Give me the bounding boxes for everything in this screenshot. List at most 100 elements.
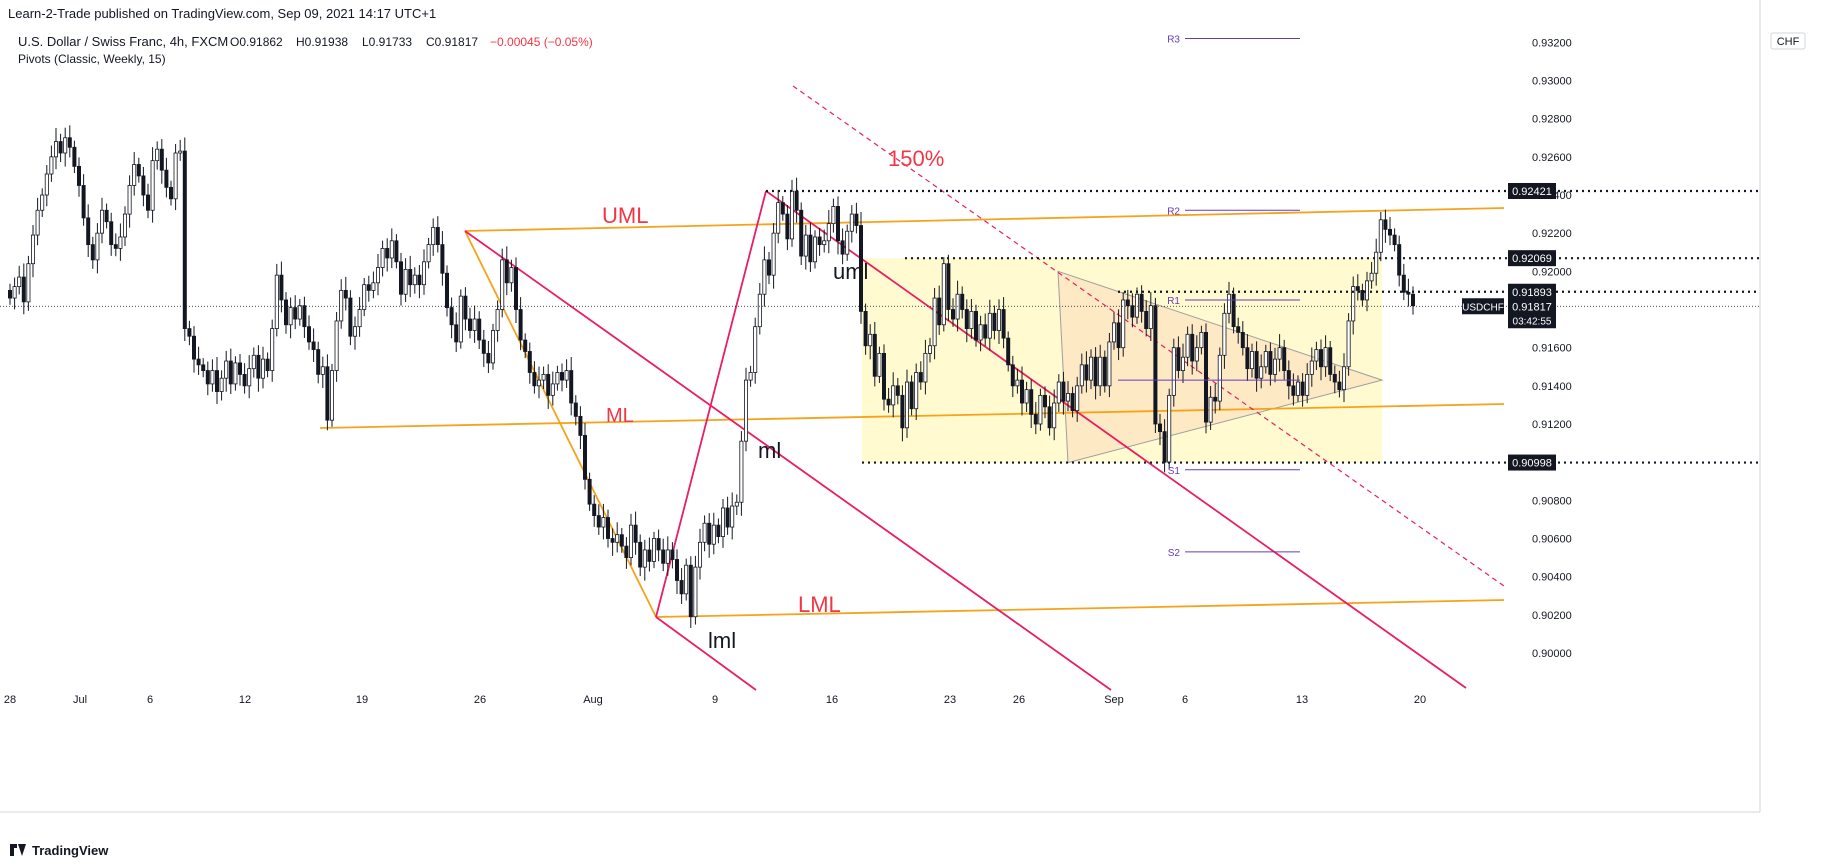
candle-up: [1305, 373, 1310, 396]
candle-down: [187, 328, 192, 337]
candle-up: [1079, 364, 1084, 387]
candle-up: [771, 232, 776, 276]
indicator-legend[interactable]: Pivots (Classic, Weekly, 15): [18, 52, 166, 66]
candle-down: [141, 175, 146, 196]
candle-down: [283, 299, 288, 326]
candle-up: [412, 274, 417, 286]
candle-down: [1204, 331, 1209, 423]
candle-up: [1277, 347, 1282, 360]
pivot-S1-label: S1: [1168, 466, 1181, 477]
candle-up: [698, 541, 703, 568]
candle-down: [90, 244, 95, 261]
price-tick-label: 0.90200: [1532, 610, 1572, 622]
candle-up: [1273, 358, 1278, 375]
candle-down: [1001, 309, 1006, 339]
candle-down: [435, 227, 440, 246]
candle-down: [164, 169, 169, 188]
time-tick-label: Jul: [73, 694, 87, 706]
candle-up: [739, 440, 744, 503]
candle-down: [794, 190, 799, 211]
candle-down: [780, 202, 785, 215]
candle-down: [619, 534, 624, 547]
red-upper-median-line: [765, 190, 1467, 689]
candle-up: [357, 309, 362, 328]
price-axis[interactable]: 0.932000.930000.928000.926000.924000.922…: [1462, 37, 1572, 660]
candle-up: [1296, 381, 1301, 396]
candle-down: [1240, 331, 1245, 349]
level-badge-label: 0.90998: [1512, 458, 1552, 470]
candle-up: [1222, 312, 1227, 356]
candle-up: [1208, 396, 1213, 423]
candle-up: [178, 150, 183, 154]
candle-down: [1332, 373, 1337, 383]
candle-up: [329, 370, 334, 421]
candle-up: [868, 333, 873, 347]
time-axis[interactable]: 28 Jul 6 12 19 26 Aug 9 16 23 26 Sep 6 13 20: [4, 694, 1426, 706]
candle-down: [1319, 349, 1324, 368]
candle-down: [1020, 379, 1025, 404]
candle-up: [615, 534, 620, 543]
candle-down: [707, 522, 712, 545]
time-tick-label: 26: [1013, 694, 1025, 706]
currency-badge[interactable]: [1770, 32, 1806, 50]
tradingview-logo[interactable]: TradingView: [10, 843, 109, 858]
candle-down: [86, 217, 91, 246]
level-badge: [1508, 250, 1556, 267]
ml-red-label: ml: [758, 438, 781, 463]
time-tick-label: 12: [239, 694, 251, 706]
candle-up: [320, 366, 325, 375]
candle-down: [1139, 293, 1144, 312]
candle-up: [748, 372, 753, 381]
candle-up: [1309, 360, 1314, 375]
candle-down: [196, 358, 201, 366]
candle-down: [661, 549, 666, 564]
candle-down: [1286, 370, 1291, 387]
candle-up: [1259, 366, 1264, 379]
level-badge-label: 0.92421: [1512, 186, 1552, 198]
candle-up: [219, 377, 224, 392]
price-tick-label: 0.91600: [1532, 343, 1572, 355]
candle-up: [63, 137, 68, 154]
last-price-badge: [1508, 298, 1556, 329]
candle-up: [734, 501, 739, 507]
candle-down: [882, 352, 887, 400]
candle-down: [201, 364, 206, 371]
price-tick-label: 0.90000: [1532, 648, 1572, 660]
candle-down: [1213, 396, 1218, 402]
candle-up: [500, 259, 505, 310]
candle-down: [546, 373, 551, 396]
candle-down: [946, 263, 951, 310]
time-tick-label: 6: [147, 694, 153, 706]
price-tick-label: 0.91400: [1532, 381, 1572, 393]
candle-up: [49, 156, 54, 175]
red-lower-median-line: [655, 616, 757, 691]
candle-up: [380, 248, 385, 268]
price-tick-label: 0.93200: [1532, 37, 1572, 49]
candle-down: [610, 538, 615, 543]
candle-up: [1346, 320, 1351, 368]
candle-up: [17, 276, 22, 287]
candle-up: [1351, 286, 1356, 322]
candle-up: [744, 379, 749, 442]
red-median-line: [464, 230, 1112, 691]
candle-up: [1369, 272, 1374, 282]
candle-up: [421, 261, 426, 286]
candle-up: [1075, 385, 1080, 412]
candle-up: [1052, 402, 1057, 429]
candle-down: [408, 269, 413, 286]
candle-down: [679, 580, 684, 595]
candle-up: [1199, 331, 1204, 349]
candle-down: [638, 541, 643, 568]
candle-up: [905, 381, 910, 429]
candle-down: [895, 385, 900, 396]
candle-down: [1070, 393, 1075, 412]
candle-up: [721, 507, 726, 537]
candle-down: [72, 146, 77, 167]
symbol-title[interactable]: U.S. Dollar / Swiss Franc, 4h, FXCM: [18, 34, 228, 49]
candle-up: [537, 379, 542, 387]
candle-up: [762, 259, 767, 295]
candle-up: [845, 230, 850, 255]
candle-down: [463, 295, 468, 320]
candle-up: [509, 267, 514, 284]
